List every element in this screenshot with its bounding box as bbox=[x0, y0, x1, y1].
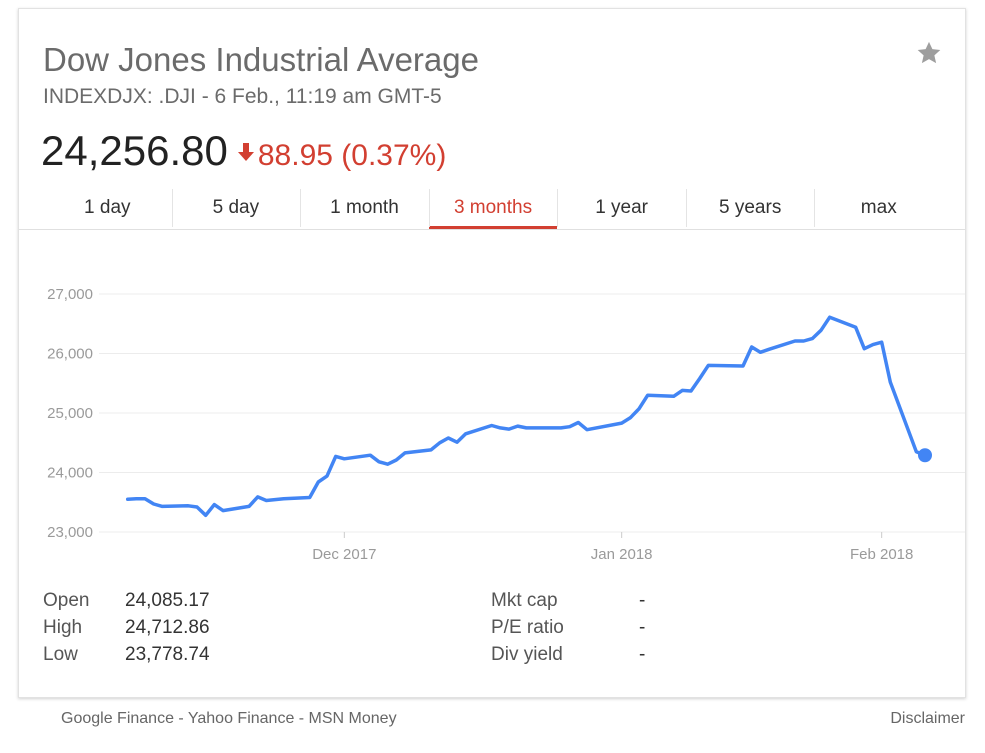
tab-1-year[interactable]: 1 year bbox=[557, 189, 686, 229]
stats-left: Open 24,085.17 High 24,712.86 Low 23,778.74 bbox=[43, 587, 210, 668]
y-tick-label: 23,000 bbox=[47, 524, 93, 541]
stats-right: Mkt cap - P/E ratio - Div yield - bbox=[491, 587, 645, 668]
price-change: 88.95 (0.37%) bbox=[257, 139, 447, 172]
stat-label: Div yield bbox=[491, 644, 563, 665]
tab-5-day[interactable]: 5 day bbox=[171, 189, 301, 229]
y-tick-label: 25,000 bbox=[47, 405, 93, 422]
star-icon[interactable] bbox=[915, 39, 943, 67]
price-row: 24,256.80 88.95 (0.37%) bbox=[41, 127, 446, 177]
x-tick-label: Feb 2018 bbox=[850, 546, 913, 563]
last-price-point bbox=[918, 448, 932, 463]
disclaimer-link[interactable]: Disclaimer bbox=[890, 710, 965, 727]
stat-row-low: Low 23,778.74 bbox=[43, 641, 210, 668]
range-tabs: 1 day 5 day 1 month 3 months 1 year 5 ye… bbox=[43, 189, 943, 229]
tabs-divider bbox=[19, 229, 965, 230]
stat-value: - bbox=[639, 617, 646, 638]
index-title: Dow Jones Industrial Average bbox=[43, 41, 479, 78]
x-tick-label: Jan 2018 bbox=[591, 546, 653, 563]
stat-value: - bbox=[639, 590, 646, 611]
stat-label: Open bbox=[43, 590, 90, 611]
tab-1-day[interactable]: 1 day bbox=[84, 197, 131, 218]
stat-label: High bbox=[43, 617, 83, 638]
stat-value: 23,778.74 bbox=[125, 644, 210, 665]
stat-row-pe-ratio: P/E ratio - bbox=[491, 614, 645, 641]
stat-row-high: High 24,712.86 bbox=[43, 614, 210, 641]
stat-row-div-yield: Div yield - bbox=[491, 641, 645, 668]
tab-max[interactable]: max bbox=[814, 189, 943, 229]
stat-value: 24,712.86 bbox=[125, 617, 210, 638]
stat-label: Low bbox=[43, 644, 78, 665]
stat-value: 24,085.17 bbox=[125, 590, 210, 611]
footer-disclaimer: Disclaimer bbox=[890, 710, 965, 728]
y-tick-label: 24,000 bbox=[47, 465, 93, 482]
stat-value: - bbox=[639, 644, 646, 665]
tab-3-months[interactable]: 3 months bbox=[428, 189, 558, 229]
y-tick-label: 26,000 bbox=[47, 346, 93, 363]
x-tick-label: Dec 2017 bbox=[312, 546, 376, 563]
current-price: 24,256.80 bbox=[41, 127, 228, 174]
stat-row-open: Open 24,085.17 bbox=[43, 587, 210, 614]
index-subtitle: INDEXDJX: .DJI - 6 Feb., 11:19 am GMT-5 bbox=[43, 85, 442, 108]
y-tick-label: 27,000 bbox=[47, 286, 93, 303]
stat-label: P/E ratio bbox=[491, 617, 564, 638]
price-series-line bbox=[125, 315, 927, 518]
down-arrow-icon bbox=[237, 143, 254, 161]
stat-row-mkt-cap: Mkt cap - bbox=[491, 587, 645, 614]
tab-1-month[interactable]: 1 month bbox=[300, 189, 429, 229]
footer-sources: Google Finance - Yahoo Finance - MSN Mon… bbox=[61, 710, 397, 728]
finance-card: Dow Jones Industrial Average INDEXDJX: .… bbox=[18, 8, 966, 698]
stat-label: Mkt cap bbox=[491, 590, 558, 611]
price-chart[interactable]: 27,000 26,000 25,000 24,000 23,000 Dec 2017 Ja… bbox=[19, 259, 965, 579]
tab-5-years[interactable]: 5 years bbox=[685, 189, 815, 229]
source-links[interactable]: Google Finance - Yahoo Finance - MSN Mon… bbox=[61, 710, 397, 727]
